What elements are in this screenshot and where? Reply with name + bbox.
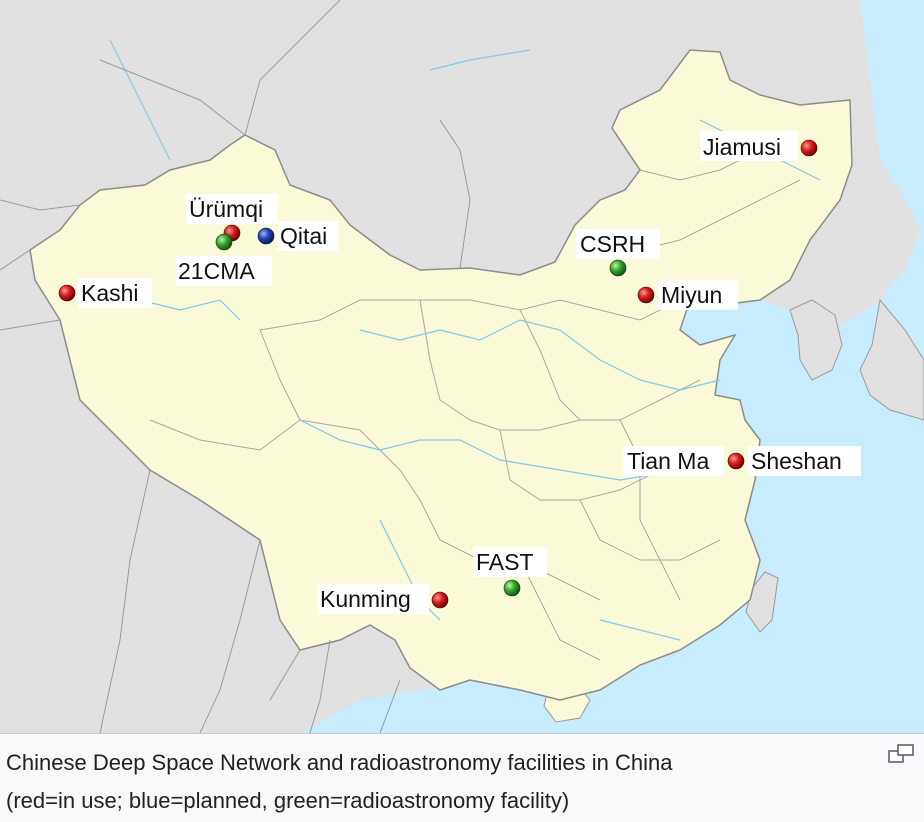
japan [859, 298, 924, 421]
label-sheshan: Sheshan [751, 448, 842, 474]
caption-line-2: (red=in use; blue=planned, green=radioas… [6, 788, 570, 813]
marker-fast[interactable] [503, 579, 521, 597]
label-csrh: CSRH [580, 231, 645, 257]
korea [789, 299, 843, 381]
province-borders [149, 149, 801, 661]
label-tianma: Tian Ma [627, 448, 709, 474]
map[interactable]: Jiamusi Ürümqi Qitai 21CMA CSRH Kashi Mi… [0, 0, 924, 733]
label-kashi: Kashi [81, 280, 139, 306]
label-fast: FAST [476, 549, 534, 575]
label-urumqi: Ürümqi [189, 196, 263, 222]
label-21cma: 21CMA [178, 258, 255, 284]
marker-kashi[interactable] [58, 284, 76, 302]
marker-csrh[interactable] [609, 259, 627, 277]
marker-21cma[interactable] [215, 233, 233, 251]
enlarge-icon[interactable] [887, 742, 917, 766]
marker-miyun[interactable] [637, 286, 655, 304]
markers [58, 139, 818, 609]
caption-line-1: Chinese Deep Space Network and radioastr… [6, 750, 673, 775]
marker-jiamusi[interactable] [800, 139, 818, 157]
marker-kunming[interactable] [431, 591, 449, 609]
marker-qitai[interactable] [257, 227, 275, 245]
marker-sheshan-tianma[interactable] [727, 452, 745, 470]
country-borders [0, 0, 471, 733]
caption: Chinese Deep Space Network and radioastr… [6, 744, 876, 820]
label-miyun: Miyun [661, 282, 722, 308]
label-jiamusi: Jiamusi [703, 134, 781, 160]
labels: Jiamusi Ürümqi Qitai 21CMA CSRH Kashi Mi… [78, 131, 861, 614]
caption-box: Chinese Deep Space Network and radioastr… [0, 733, 924, 822]
sea [300, 0, 924, 733]
label-qitai: Qitai [280, 223, 327, 249]
label-kunming: Kunming [320, 586, 411, 612]
